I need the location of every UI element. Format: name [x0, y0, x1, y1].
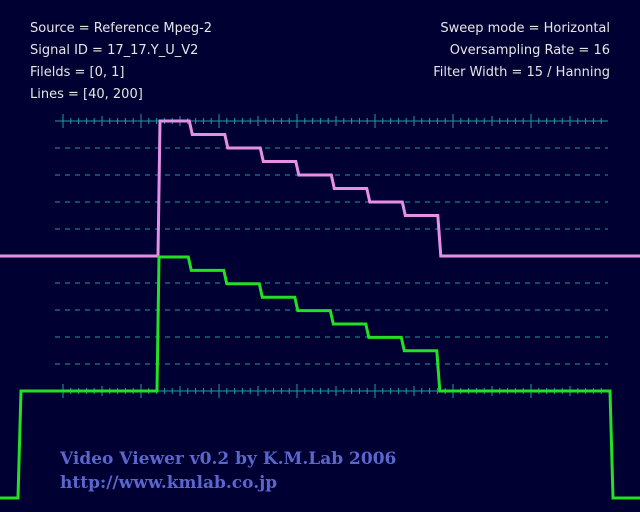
oversampling-label: Oversampling Rate = 16	[449, 43, 610, 58]
sweep-mode-label: Sweep mode = Horizontal	[440, 21, 610, 36]
waveform-trace-upper	[0, 119, 640, 258]
fields-label: Filelds = [0, 1]	[30, 65, 125, 80]
signal-info-panel: Source = Reference Mpeg-2 Signal ID = 17…	[30, 18, 212, 106]
sweep-settings-panel: Sweep mode = Horizontal Oversampling Rat…	[433, 18, 610, 84]
waveform-trace-lower	[0, 255, 640, 500]
app-url: http://www.kmlab.co.jp	[60, 473, 278, 493]
source-label: Source = Reference Mpeg-2	[30, 21, 213, 36]
signal-id-label: Signal ID = 17_17.Y_U_V2	[30, 43, 199, 58]
app-watermark: Video Viewer v0.2 by K.M.Lab 2006 http:/…	[60, 447, 396, 495]
lines-label: Lines = [40, 200]	[30, 87, 143, 102]
filter-width-label: Filter Width = 15 / Hanning	[433, 65, 610, 80]
app-title: Video Viewer v0.2 by K.M.Lab 2006	[60, 449, 397, 469]
